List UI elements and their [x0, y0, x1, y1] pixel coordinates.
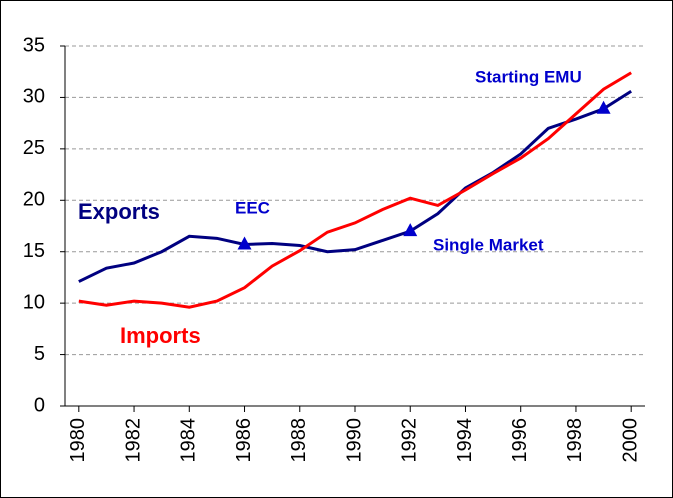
annotation-label: EEC — [235, 198, 270, 217]
series-label: Imports — [120, 323, 201, 348]
annotation-marker — [596, 100, 611, 114]
x-tick-label: 1992 — [399, 418, 421, 463]
series-line — [78, 89, 632, 283]
annotation-label: Starting EMU — [475, 67, 582, 86]
y-tick-label: 15 — [23, 240, 45, 262]
annotation-marker — [237, 236, 252, 250]
x-tick-label: 1984 — [178, 418, 200, 463]
x-tick-label: 1980 — [67, 418, 89, 463]
y-tick-label: 35 — [23, 34, 45, 56]
y-tick-label: 5 — [34, 343, 45, 365]
x-tick-label: 1986 — [233, 418, 255, 463]
series-line — [78, 71, 632, 309]
plot: 0 5 10 15 20 25 30 35 1980 1982 1984 1986 1988 1990 19… — [23, 34, 645, 463]
x-tick-label: 1994 — [454, 418, 476, 463]
x-tick-label: 1982 — [122, 418, 144, 463]
y-tick-label: 30 — [23, 86, 45, 108]
y-tick-label: 0 — [34, 394, 45, 416]
x-tick-label: 1996 — [509, 418, 531, 463]
series-label: Exports — [78, 199, 160, 224]
y-tick-label: 10 — [23, 291, 45, 313]
y-tick-label: 25 — [23, 137, 45, 159]
x-tick-label: 1998 — [564, 418, 586, 463]
x-tick-label: 2000 — [619, 418, 641, 463]
annotation-label: Single Market — [433, 235, 544, 254]
annotation-marker — [403, 223, 418, 237]
x-tick-label: 1988 — [288, 418, 310, 463]
y-tick-label: 20 — [23, 189, 45, 211]
x-tick-label: 1990 — [343, 418, 365, 463]
